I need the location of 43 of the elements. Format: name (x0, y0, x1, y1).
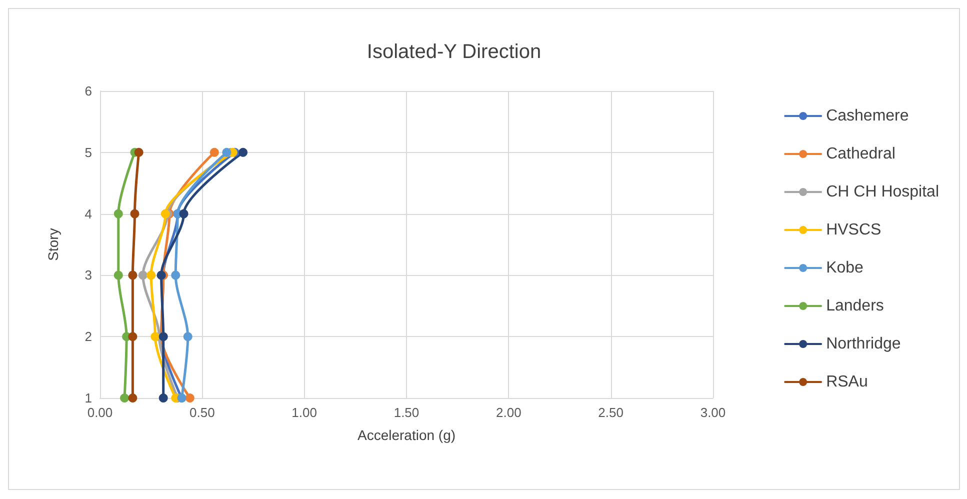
y-axis-title: Story (45, 228, 61, 261)
point (222, 148, 232, 157)
point (128, 394, 138, 402)
x-tick-label: 2.00 (496, 405, 522, 420)
point (128, 332, 138, 342)
legend-label: HVSCS (826, 222, 882, 238)
point (171, 270, 180, 280)
point (150, 332, 160, 342)
x-tick-label: 0.50 (190, 405, 215, 420)
x-tick-label: 1.00 (292, 405, 317, 420)
y-tick-label: 3 (84, 268, 92, 283)
x-tick-label: 3.00 (700, 405, 726, 420)
legend-label: Landers (826, 298, 884, 314)
point (130, 209, 140, 218)
y-tick-label: 1 (84, 390, 92, 406)
legend-label: Kobe (826, 260, 864, 276)
x-tick-label: 2.50 (598, 405, 624, 420)
y-tick-label: 6 (84, 84, 92, 98)
point (114, 270, 123, 280)
point (114, 209, 123, 218)
y-tick-label: 4 (84, 206, 92, 222)
legend-label: CH CH Hospital (826, 184, 940, 200)
point (120, 394, 130, 402)
point (179, 209, 188, 218)
chart-title: Isolated-Y Direction (366, 41, 542, 63)
point (158, 394, 168, 402)
point (210, 148, 219, 157)
point (128, 270, 138, 280)
point (146, 270, 156, 280)
legend-label: Cathedral (826, 146, 896, 162)
point (185, 394, 194, 402)
point (238, 148, 248, 157)
y-tick-label: 2 (84, 329, 92, 344)
y-tick-label: 5 (84, 144, 92, 160)
x-axis-title: Acceleration (g) (357, 427, 456, 443)
point (134, 148, 144, 157)
x-tick-label: 1.50 (394, 405, 420, 420)
legend-label: RSAu (826, 374, 868, 390)
x-tick-label: 0.00 (87, 405, 113, 420)
legend-label: Northridge (826, 336, 901, 352)
point (138, 270, 148, 280)
point (183, 332, 192, 342)
legend-label: Cashemere (826, 108, 909, 124)
